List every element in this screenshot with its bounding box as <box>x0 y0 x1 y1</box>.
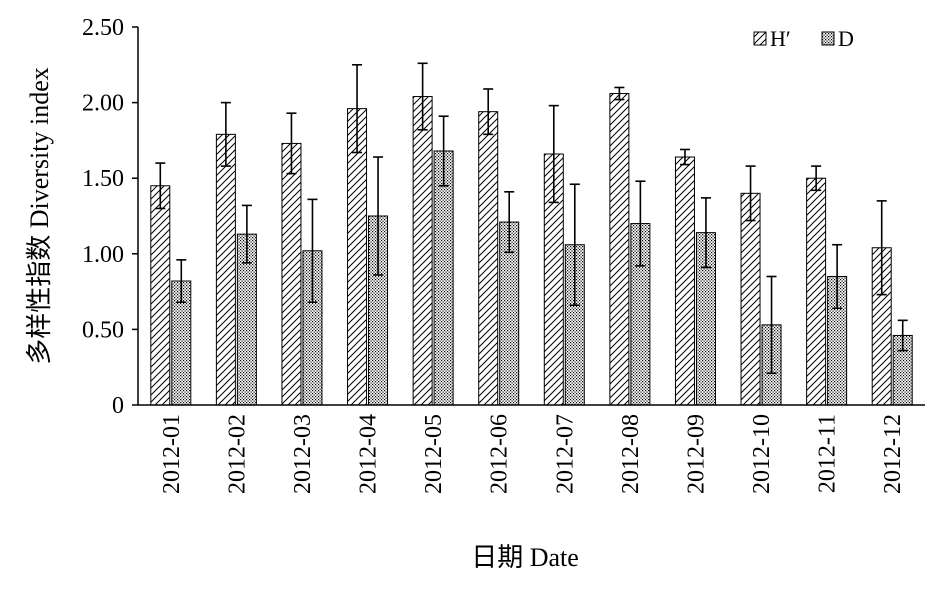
legend: H′ D <box>753 26 854 51</box>
bar-h <box>740 192 761 406</box>
bar-h <box>281 142 302 406</box>
y-tick-label: 0 <box>112 393 124 419</box>
y-tick-label: 2.00 <box>82 91 124 117</box>
x-tick-label: 2012-04 <box>356 414 382 494</box>
bar-h <box>806 177 827 406</box>
bar-h <box>150 185 171 406</box>
error-bars-layer <box>155 62 908 375</box>
legend-label-h: H′ <box>770 26 791 51</box>
x-tick-label: 2012-11 <box>815 414 841 493</box>
y-axis-ticks: 0 0.50 1.00 1.50 2.00 2.50 <box>82 15 138 419</box>
x-tick-label: 2012-07 <box>552 414 578 494</box>
bar-d <box>433 150 454 406</box>
x-axis-ticks: 2012-01 2012-02 2012-03 2012-04 2012-05 2012-… <box>159 414 906 494</box>
x-tick-label: 2012-03 <box>290 414 316 494</box>
x-tick-label: 2012-08 <box>618 414 644 494</box>
x-tick-label: 2012-02 <box>224 414 250 494</box>
y-axis-label: 多样性指数 Diversity index <box>25 67 54 365</box>
legend-label-d: D <box>838 26 854 51</box>
bars-layer <box>150 93 913 406</box>
legend-swatch-h <box>753 31 767 46</box>
x-tick-label: 2012-09 <box>683 414 709 494</box>
x-tick-label: 2012-06 <box>487 414 513 494</box>
bar-h <box>674 156 695 406</box>
bar-h <box>609 93 630 406</box>
y-tick-label: 1.00 <box>82 242 124 268</box>
y-tick-label: 2.50 <box>82 15 124 41</box>
x-tick-label: 2012-05 <box>421 414 447 494</box>
x-axis-label: 日期 Date <box>471 543 579 572</box>
y-tick-label: 0.50 <box>82 317 124 343</box>
bar-h <box>412 96 433 406</box>
bar-h <box>478 111 499 406</box>
y-tick-label: 1.50 <box>82 166 124 192</box>
x-tick-label: 2012-12 <box>880 414 906 494</box>
bar-h <box>215 133 236 406</box>
legend-swatch-d <box>821 31 835 46</box>
x-tick-label: 2012-10 <box>749 414 775 494</box>
x-tick-label: 2012-01 <box>159 414 185 494</box>
